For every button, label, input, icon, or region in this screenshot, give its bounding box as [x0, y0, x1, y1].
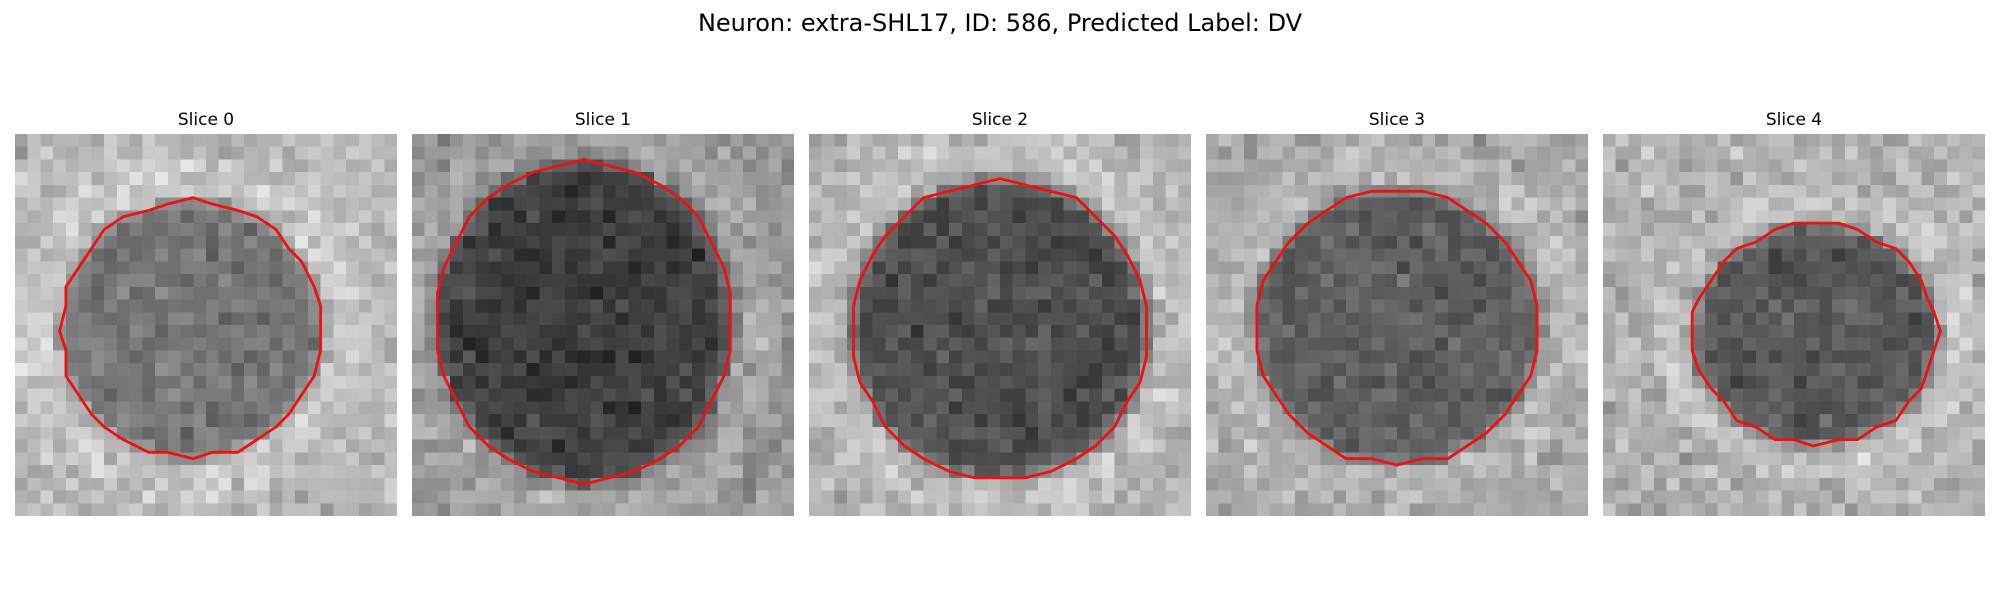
cell-outline — [436, 158, 732, 486]
slice-title: Slice 2 — [971, 110, 1029, 130]
pixel-grid — [15, 134, 397, 516]
slice-image — [1603, 134, 1985, 516]
slice-panel-2: Slice 2 — [809, 108, 1191, 516]
pixel-grid — [1603, 134, 1985, 516]
pixel-grid — [412, 134, 794, 516]
slice-title: Slice 0 — [177, 110, 235, 130]
pixel-grid — [1206, 134, 1588, 516]
slice-panel-1: Slice 1 — [412, 108, 794, 516]
slice-image — [1206, 134, 1588, 516]
slice-panel-4: Slice 4 — [1603, 108, 1985, 516]
figure-title: Neuron: extra-SHL17, ID: 586, Predicted … — [697, 9, 1303, 37]
slice-panel-3: Slice 3 — [1206, 108, 1588, 516]
slice-title: Slice 1 — [574, 110, 632, 130]
slice-image — [809, 134, 1191, 516]
slice-panel-0: Slice 0 — [15, 108, 397, 516]
pixel-grid — [809, 134, 1191, 516]
cell-outline — [1255, 189, 1539, 467]
slice-title: Slice 3 — [1368, 110, 1426, 130]
cell-outline — [1690, 221, 1942, 448]
slice-image — [412, 134, 794, 516]
slice-image — [15, 134, 397, 516]
slice-title: Slice 4 — [1765, 110, 1823, 130]
cell-outline — [58, 196, 323, 461]
cell-outline — [852, 177, 1148, 480]
